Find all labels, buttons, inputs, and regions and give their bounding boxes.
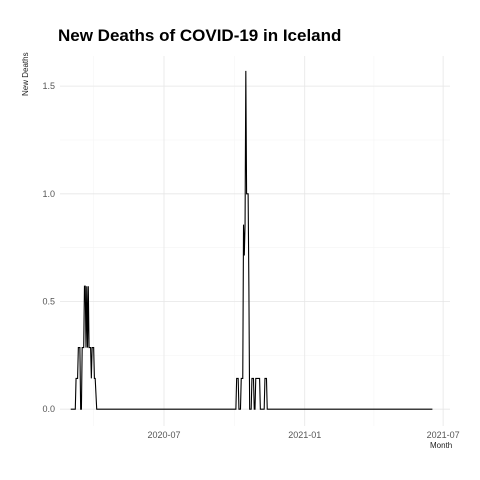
- major-gridlines: [60, 56, 450, 426]
- y-tick-label: 1.0: [42, 189, 55, 199]
- series-line-new-deaths: [70, 70, 433, 410]
- chart-title: New Deaths of COVID-19 in Iceland: [58, 26, 342, 45]
- y-tick-label: 1.5: [42, 81, 55, 91]
- series-layer: [70, 70, 433, 410]
- y-tick-label: 0.5: [42, 297, 55, 307]
- x-axis-label: Month: [430, 441, 453, 450]
- x-tick-label: 2021-01: [288, 430, 321, 440]
- x-tick-label: 2021-07: [427, 430, 460, 440]
- x-tick-label: 2020-07: [147, 430, 180, 440]
- tick-labels: 0.0 0.5 1.0 1.5 2020-07 2021-01 2021-07: [42, 81, 459, 440]
- y-tick-label: 0.0: [42, 404, 55, 414]
- minor-gridlines: [60, 56, 450, 426]
